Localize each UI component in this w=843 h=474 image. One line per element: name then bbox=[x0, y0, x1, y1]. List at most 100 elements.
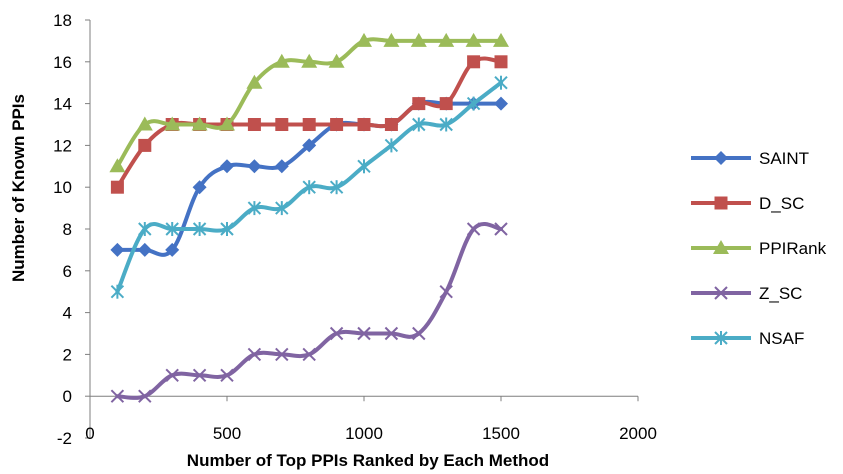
x-tick-label: 1000 bbox=[345, 424, 383, 443]
data-point bbox=[466, 96, 481, 111]
data-point bbox=[138, 138, 152, 152]
data-point bbox=[466, 222, 481, 236]
x-tick-labels: 0 500 1000 1500 2000 bbox=[85, 396, 657, 443]
data-point bbox=[220, 159, 234, 174]
legend-label: SAINT bbox=[759, 149, 809, 168]
data-point bbox=[110, 242, 125, 257]
data-point bbox=[220, 222, 234, 236]
data-point bbox=[110, 284, 125, 299]
y-tick-label: 8 bbox=[63, 220, 72, 239]
legend-marker bbox=[714, 286, 728, 300]
y-tick-labels: -2 0 2 4 6 8 10 12 14 16 18 bbox=[53, 11, 90, 448]
series-group bbox=[109, 32, 509, 403]
data-point bbox=[412, 97, 426, 111]
data-point bbox=[165, 242, 180, 257]
data-point bbox=[137, 242, 152, 257]
data-point bbox=[412, 326, 426, 341]
legend-item: SAINT bbox=[691, 149, 809, 168]
data-point bbox=[438, 32, 455, 47]
data-point bbox=[247, 159, 262, 174]
y-tick-label: 0 bbox=[63, 387, 72, 406]
data-point bbox=[412, 117, 426, 132]
y-tick-label: 12 bbox=[53, 136, 72, 155]
data-point bbox=[328, 53, 345, 68]
data-point bbox=[275, 118, 289, 131]
data-point bbox=[301, 53, 318, 68]
data-point bbox=[302, 118, 316, 131]
data-point bbox=[383, 32, 400, 47]
data-point bbox=[247, 201, 262, 216]
x-axis-title: Number of Top PPIs Ranked by Each Method bbox=[187, 451, 549, 470]
data-point bbox=[302, 347, 316, 362]
legend-item: D_SC bbox=[691, 194, 804, 213]
legend-marker bbox=[714, 196, 728, 210]
data-point bbox=[467, 55, 481, 69]
legend-marker bbox=[714, 331, 728, 345]
data-point bbox=[439, 284, 453, 299]
data-point bbox=[138, 222, 152, 236]
y-tick-label: 2 bbox=[63, 345, 72, 364]
series-d-sc bbox=[110, 55, 508, 194]
data-point bbox=[191, 116, 208, 131]
data-point bbox=[138, 389, 152, 403]
data-point bbox=[109, 158, 126, 173]
data-point bbox=[275, 347, 289, 362]
data-point bbox=[110, 180, 124, 194]
data-point bbox=[330, 118, 344, 131]
series-ppirank bbox=[109, 32, 509, 173]
data-point bbox=[494, 222, 508, 236]
data-point bbox=[247, 118, 261, 131]
legend: SAINT D_SC PPIRank Z_SC NSAF bbox=[691, 149, 827, 348]
data-point bbox=[439, 97, 453, 111]
data-point bbox=[192, 368, 207, 383]
series-nsaf bbox=[110, 75, 508, 299]
data-point bbox=[192, 222, 207, 236]
data-point bbox=[465, 32, 482, 47]
data-point bbox=[356, 32, 372, 47]
data-point bbox=[136, 116, 153, 131]
data-point bbox=[165, 368, 179, 383]
legend-label: NSAF bbox=[759, 329, 804, 348]
data-point bbox=[384, 326, 399, 341]
data-point bbox=[357, 118, 371, 131]
x-tick-label: 0 bbox=[85, 424, 94, 443]
data-point bbox=[329, 180, 344, 195]
data-point bbox=[494, 55, 508, 69]
data-point bbox=[219, 116, 235, 131]
y-tick-label: -2 bbox=[57, 429, 72, 448]
legend-label: PPIRank bbox=[759, 239, 827, 258]
legend-label: D_SC bbox=[759, 194, 804, 213]
plot-area: -2 0 2 4 6 8 10 12 14 16 18 0 500 1000 1500 2000 bbox=[53, 11, 657, 448]
data-point bbox=[357, 326, 371, 341]
x-tick-label: 1500 bbox=[482, 424, 520, 443]
data-point bbox=[384, 118, 398, 131]
data-point bbox=[357, 159, 371, 174]
legend-marker bbox=[713, 240, 729, 254]
data-point bbox=[439, 117, 453, 132]
y-tick-label: 18 bbox=[53, 11, 72, 30]
data-point bbox=[110, 389, 125, 403]
data-point bbox=[192, 180, 207, 195]
data-point bbox=[329, 326, 344, 341]
legend-item: PPIRank bbox=[691, 239, 827, 258]
data-point bbox=[494, 96, 508, 111]
y-tick-label: 4 bbox=[63, 304, 72, 323]
y-tick-label: 16 bbox=[53, 53, 72, 72]
data-point bbox=[302, 138, 317, 153]
data-point bbox=[164, 116, 181, 131]
y-axis-title: Number of Known PPIs bbox=[9, 94, 28, 282]
y-tick-label: 14 bbox=[53, 95, 72, 114]
data-point bbox=[494, 75, 508, 90]
data-point bbox=[274, 159, 289, 174]
data-point bbox=[302, 180, 316, 195]
series-z-sc bbox=[110, 222, 508, 403]
legend-label: Z_SC bbox=[759, 284, 802, 303]
data-point bbox=[493, 32, 509, 47]
y-tick-label: 6 bbox=[63, 262, 72, 281]
legend-item: NSAF bbox=[691, 329, 804, 348]
data-point bbox=[246, 74, 263, 89]
data-point bbox=[384, 138, 399, 153]
data-point bbox=[273, 53, 290, 68]
data-point bbox=[247, 347, 262, 362]
